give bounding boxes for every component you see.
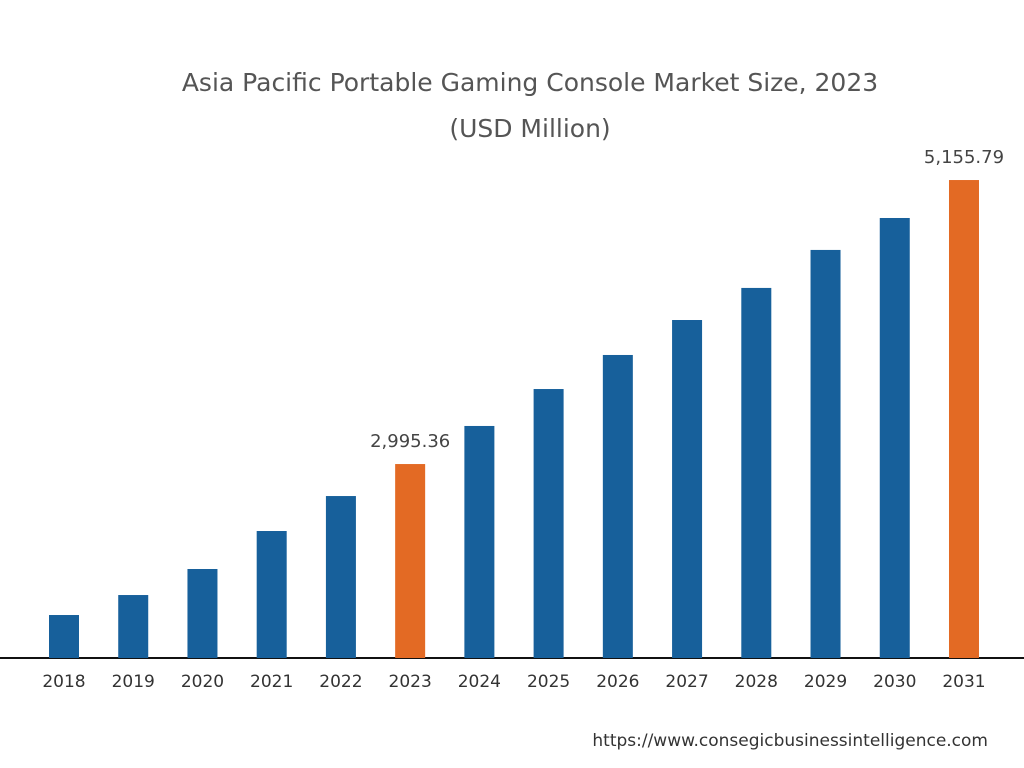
bar — [879, 217, 910, 658]
chart-subtitle: (USD Million) — [449, 114, 610, 143]
source-url: https://www.consegicbusinessintelligence… — [592, 731, 988, 751]
bar — [325, 496, 356, 658]
x-tick-label: 2024 — [458, 672, 501, 692]
x-tick-label: 2029 — [804, 672, 847, 692]
bar — [741, 287, 772, 658]
bar — [464, 425, 495, 658]
x-tick-label: 2031 — [942, 672, 985, 692]
bar — [810, 249, 841, 658]
x-tick-label: 2021 — [250, 672, 293, 692]
bar — [533, 389, 564, 658]
bar — [256, 531, 287, 658]
bar — [602, 354, 633, 658]
x-tick-label: 2020 — [181, 672, 224, 692]
x-tick-label: 2022 — [319, 672, 362, 692]
x-tick-label: 2026 — [596, 672, 639, 692]
bar — [118, 595, 149, 658]
bar — [395, 464, 426, 658]
chart-title: Asia Pacific Portable Gaming Console Mar… — [182, 68, 878, 97]
value-label: 5,155.79 — [924, 147, 1004, 168]
x-tick-label: 2018 — [42, 672, 85, 692]
x-tick-label: 2025 — [527, 672, 570, 692]
x-tick-label: 2030 — [873, 672, 916, 692]
bar — [187, 568, 218, 658]
x-tick-label: 2027 — [665, 672, 708, 692]
bar — [672, 320, 703, 658]
value-label: 2,995.36 — [370, 431, 450, 452]
x-tick-label: 2023 — [389, 672, 432, 692]
x-tick-label: 2028 — [735, 672, 778, 692]
bar — [948, 180, 979, 659]
bar — [49, 615, 79, 658]
x-tick-label: 2019 — [112, 672, 155, 692]
